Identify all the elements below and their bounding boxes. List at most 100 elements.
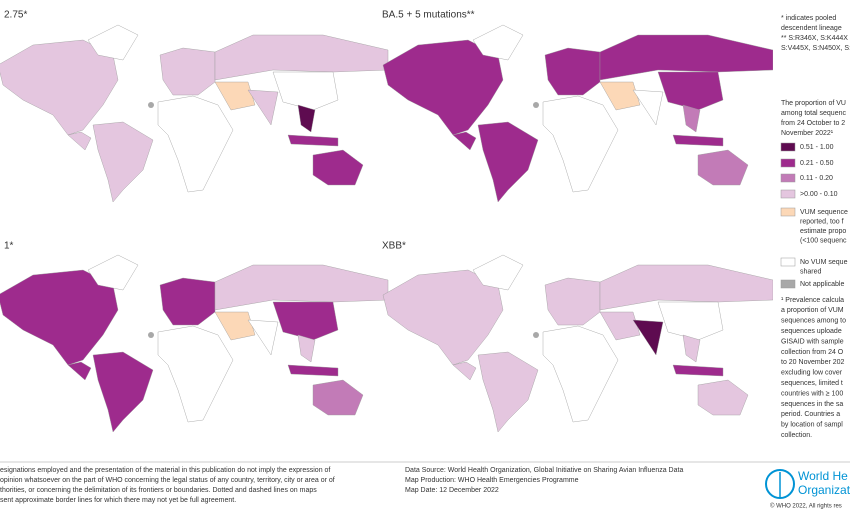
not-applicable-area [533, 102, 539, 108]
country-region [247, 319, 279, 356]
country-region [697, 379, 749, 416]
label-text: from 24 October to 2 [781, 120, 845, 127]
country-region [272, 301, 339, 341]
label-text: Data Source: World Health Organization, … [405, 467, 683, 474]
label-text: GISAID with sample [781, 338, 844, 345]
country-region [599, 81, 641, 111]
country-region [542, 325, 619, 423]
country-region [632, 89, 664, 126]
not-applicable-area [533, 332, 539, 338]
world-map [382, 24, 773, 203]
label-text: by location of sampl [781, 422, 843, 429]
who-emblem [765, 469, 795, 499]
label-text: (<100 sequenc [800, 237, 847, 244]
country-region [157, 325, 234, 423]
country-region [599, 34, 773, 81]
country-region [92, 351, 154, 433]
label-text: a proportion of VUM [781, 307, 844, 314]
country-region [472, 24, 524, 61]
country-region [599, 264, 773, 311]
country-region [544, 47, 601, 96]
panel-title: BA.5 + 5 mutations** [382, 10, 475, 21]
label-text: © WHO 2022, All rights res [770, 503, 842, 510]
country-region [87, 24, 139, 61]
country-region [452, 361, 477, 381]
country-region [697, 149, 749, 186]
legend-swatch [780, 158, 796, 168]
label-text: countries with ≥ 100 [781, 390, 843, 397]
legend-swatch [780, 279, 796, 289]
country-region [472, 254, 524, 291]
not-applicable-area [148, 102, 154, 108]
label-text: estimate propo [800, 228, 846, 235]
label-text: ¹ Prevalence calcula [781, 297, 844, 304]
country-region [287, 134, 339, 147]
label-text: * indicates pooled [781, 15, 836, 22]
country-region [247, 89, 279, 126]
world-map-shapes [0, 24, 389, 203]
label-text: Not applicable [800, 281, 844, 288]
country-region [682, 104, 701, 133]
label-text: 0.11 - 0.20 [800, 175, 833, 182]
label-text: Map Date: 12 December 2022 [405, 487, 499, 494]
legend-swatch [780, 142, 796, 152]
country-region [599, 311, 641, 341]
label-text: World He [798, 469, 848, 483]
label-text: VUM sequence [800, 209, 848, 216]
label-text: ** S:R346X, S:K444X [781, 35, 848, 42]
country-region [544, 277, 601, 326]
country-region [214, 311, 256, 341]
world-map-shapes [0, 254, 389, 433]
country-region [297, 104, 316, 133]
country-region [672, 364, 724, 377]
legend-swatch [780, 189, 796, 199]
world-map [0, 254, 389, 433]
label-text: >0.00 - 0.10 [800, 191, 838, 198]
label-text: among total sequenc [781, 110, 846, 117]
label-text: reported, too f [800, 218, 844, 225]
label-text: No VUM seque [800, 259, 848, 266]
label-text: period. Countries a [781, 411, 840, 418]
label-text: thorities, or concerning the delimitatio… [0, 487, 317, 494]
label-text: shared [800, 268, 822, 275]
country-region [0, 39, 119, 136]
country-region [657, 301, 724, 341]
label-text: excluding low cover [781, 370, 843, 377]
label-text: collection. [781, 432, 812, 439]
panel-title: 1* [4, 241, 14, 252]
label-text: sequences uploade [781, 328, 842, 335]
label-text: November 2022¹ [781, 130, 834, 137]
country-region [67, 361, 92, 381]
label-text: S:V445X, S:N450X, S: [781, 45, 850, 52]
label-text: collection from 24 O [781, 349, 844, 356]
label-text: sequences, limited t [781, 380, 843, 387]
label-text: sequences in the sa [781, 401, 843, 408]
label-text: The proportion of VU [781, 100, 846, 107]
country-region [542, 95, 619, 193]
label-text: sent approximate border lines for which … [0, 497, 236, 504]
legend-swatch [780, 257, 796, 267]
country-region [0, 269, 119, 366]
country-region [632, 319, 664, 356]
label-text: descendent lineage [781, 25, 842, 32]
panel-title: 2.75* [4, 10, 27, 21]
country-region [682, 334, 701, 363]
not-applicable-area [148, 332, 154, 338]
country-region [272, 71, 339, 111]
world-map-shapes [382, 24, 773, 203]
country-region [214, 81, 256, 111]
country-region [657, 71, 724, 111]
panel-title: XBB* [382, 241, 406, 252]
country-region [67, 131, 92, 151]
label-text: esignations employed and the presentatio… [0, 467, 330, 474]
label-text: sequences among to [781, 318, 846, 325]
country-region [382, 39, 504, 136]
label-text: opinion whatsoever on the part of WHO co… [0, 477, 335, 484]
world-map [0, 24, 389, 203]
country-region [477, 121, 539, 203]
country-region [452, 131, 477, 151]
legend-swatch [780, 173, 796, 183]
label-text: to 20 November 202 [781, 359, 845, 366]
country-region [382, 269, 504, 366]
